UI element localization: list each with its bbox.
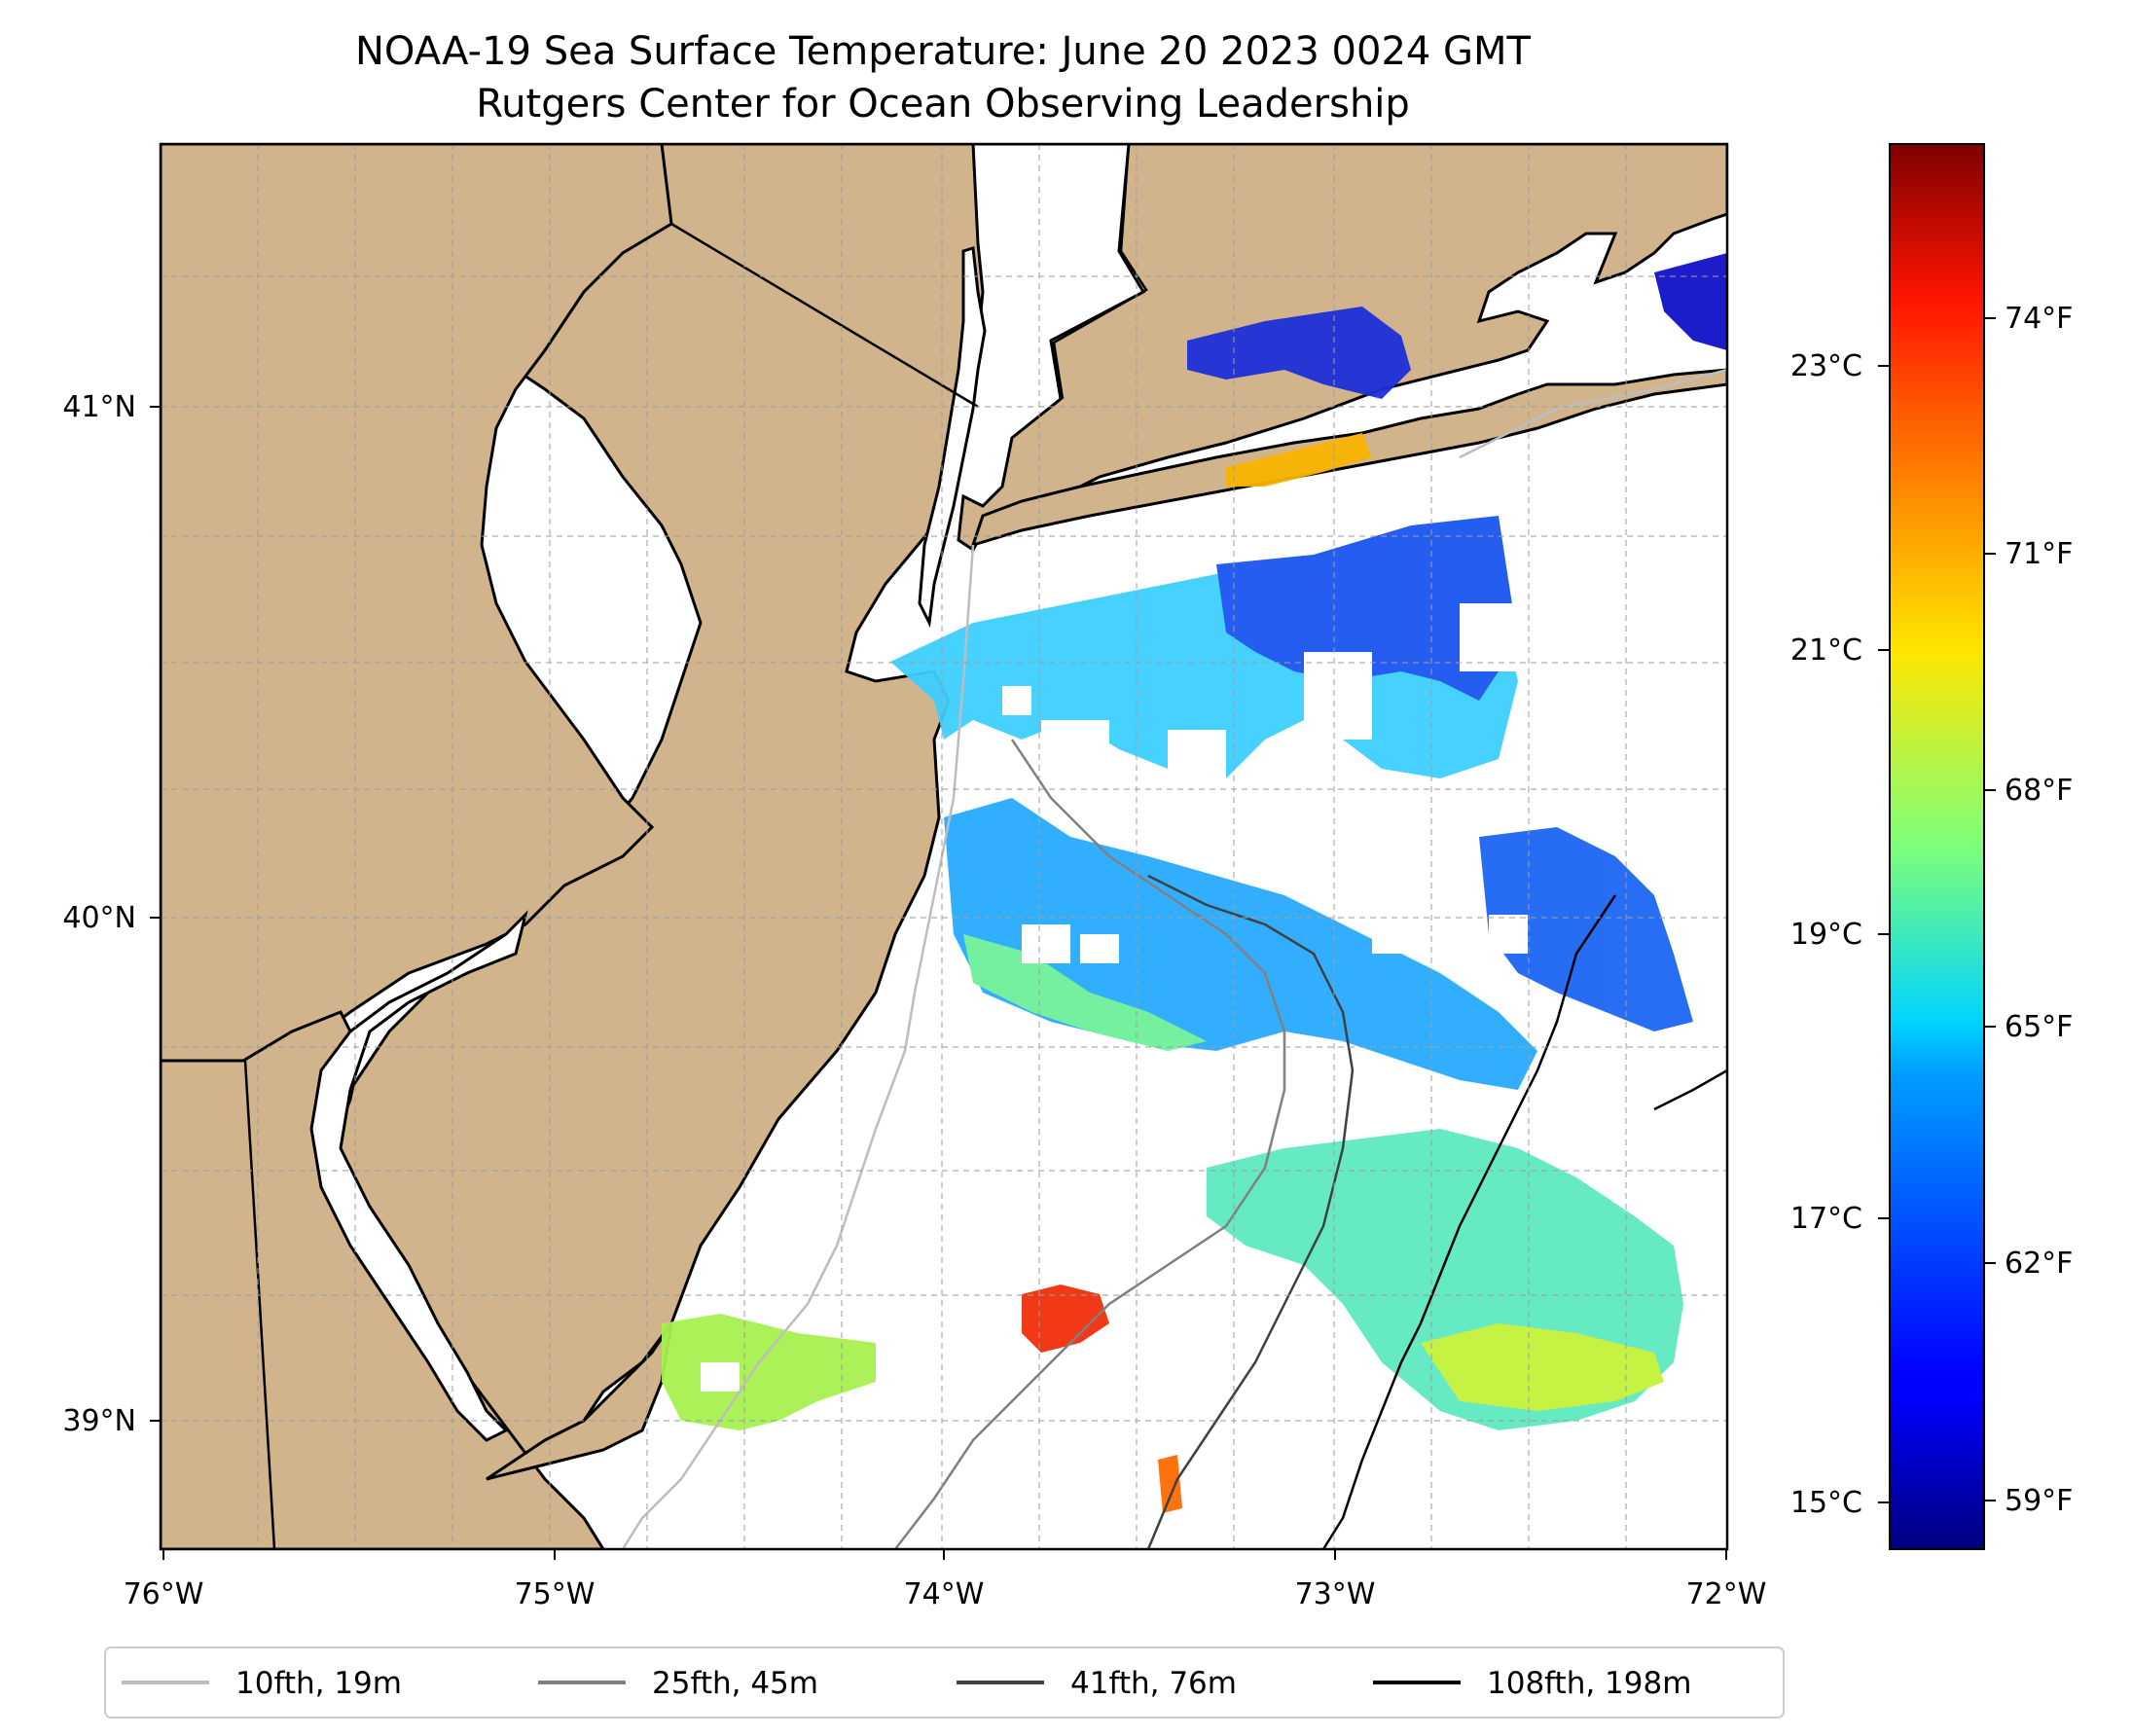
colorbar: 23°C 21°C 19°C 17°C 15°C 74°F 71°F 68°F … <box>1790 143 2073 1550</box>
colorbar-celsius-label: 21°C <box>1790 633 1862 668</box>
colorbar-celsius-label: 19°C <box>1790 918 1862 952</box>
colorbar-gradient <box>1889 143 1985 1550</box>
sst-patch-warm <box>1022 1284 1109 1353</box>
sst-patch-warm-2 <box>1158 1455 1182 1513</box>
x-tick-label: 73°W <box>1295 1577 1376 1611</box>
x-tick-label: 72°W <box>1686 1577 1767 1611</box>
sst-patch-south-yellow <box>1421 1323 1664 1411</box>
state-border-ny-nj <box>670 222 979 409</box>
sst-patch-east <box>1654 253 1727 350</box>
colorbar-fahrenheit-label: 71°F <box>2005 537 2073 571</box>
sst-patch-warm-3 <box>1226 433 1372 487</box>
colorbar-fahrenheit-label: 59°F <box>2005 1484 2073 1518</box>
sst-patch-sw <box>662 1314 876 1430</box>
title-line-1: NOAA-19 Sea Surface Temperature: June 20… <box>355 29 1532 74</box>
isobath-108fth-198m-e <box>1653 1068 1727 1111</box>
y-tick-label: 39°N <box>62 1404 136 1438</box>
y-tick-label: 41°N <box>62 390 136 424</box>
isobath-108fth-198m <box>1321 894 1617 1549</box>
y-axis: 41°N 40°N 39°N <box>62 390 161 1438</box>
x-axis: 76°W 75°W 74°W 73°W 72°W <box>124 1549 1767 1611</box>
sst-data-layer <box>662 253 1727 1513</box>
state-border-md-de <box>243 1060 276 1549</box>
colorbar-celsius-label: 17°C <box>1790 1202 1862 1236</box>
x-tick-label: 74°W <box>904 1577 985 1611</box>
sst-patch-apex-blue <box>1216 516 1518 701</box>
land-mainland <box>161 144 1727 553</box>
sst-patch-sound <box>1187 307 1411 399</box>
legend-label-108fth: 108fth, 198m <box>1487 1666 1691 1701</box>
colorbar-celsius-label: 15°C <box>1790 1486 1862 1520</box>
title-line-2: Rutgers Center for Ocean Observing Leade… <box>476 82 1410 127</box>
map-gridlines <box>161 144 1727 1549</box>
isobath-41fth-76m <box>1146 874 1355 1549</box>
state-border-ny-pa-ne <box>1052 144 1148 400</box>
y-tick-label: 40°N <box>62 901 136 935</box>
legend: 10fth, 19m 25fth, 45m 41fth, 76m 108fth,… <box>104 1646 1785 1718</box>
cloud-mask <box>701 603 1537 1392</box>
isobath-25fth-45m <box>894 739 1286 1549</box>
x-tick-label: 75°W <box>515 1577 596 1611</box>
legend-label-41fth: 41fth, 76m <box>1070 1666 1237 1701</box>
colorbar-fahrenheit-label: 68°F <box>2005 774 2073 808</box>
colorbar-fahrenheit-label: 62°F <box>2005 1247 2073 1281</box>
isobath-10fth-19m-north <box>1459 368 1727 459</box>
colorbar-fahrenheit-label: 65°F <box>2005 1010 2073 1044</box>
colorbar-celsius-label: 23°C <box>1790 349 1862 383</box>
map-area <box>161 144 1727 1549</box>
hudson-river <box>918 246 987 629</box>
colorbar-fahrenheit-label: 74°F <box>2005 302 2073 336</box>
isobath-10fth-19m <box>621 544 975 1549</box>
legend-box <box>104 1646 1785 1718</box>
legend-label-25fth: 25fth, 45m <box>652 1666 818 1701</box>
sst-patch-east-blue <box>1479 827 1693 1031</box>
x-tick-label: 76°W <box>124 1577 204 1611</box>
legend-label-10fth: 10fth, 19m <box>235 1666 402 1701</box>
